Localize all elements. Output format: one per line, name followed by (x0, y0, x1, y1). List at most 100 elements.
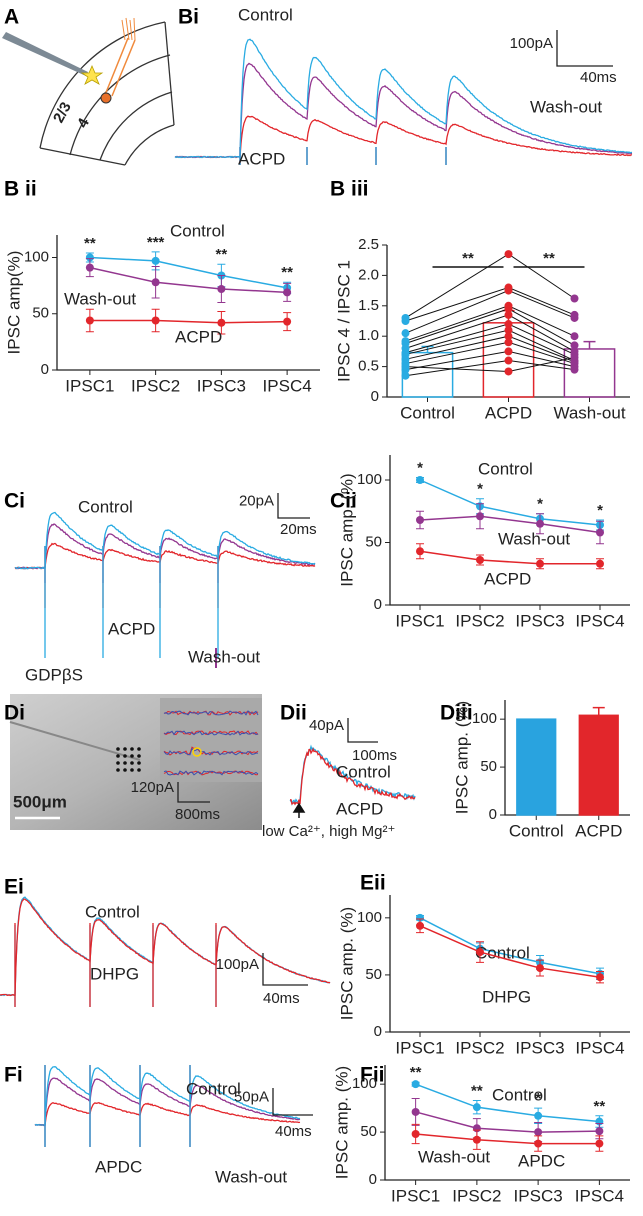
electrode (111, 39, 136, 97)
trace-label: Control (85, 902, 140, 921)
y-tick-label: 50 (480, 758, 497, 775)
scale-label: 40pA (309, 717, 344, 734)
x-tick-label: IPSC4 (575, 611, 624, 630)
y-axis-label: IPSC amp(%) (4, 251, 23, 355)
inset-trace (163, 710, 259, 716)
point (570, 313, 579, 322)
significance: ** (216, 246, 228, 263)
point (504, 326, 513, 335)
point (411, 1080, 420, 1089)
point (596, 559, 604, 568)
stim-dot (116, 768, 120, 772)
scale-label: 500μm (13, 792, 67, 811)
trace (34, 1066, 301, 1126)
scale-label: 800ms (175, 806, 220, 823)
pair-line (405, 323, 575, 355)
series-label: Wash-out (498, 529, 570, 548)
inset-trace (163, 747, 258, 756)
point (595, 1139, 604, 1148)
y-tick-label: 100 (24, 248, 49, 265)
scale-label: 20pA (239, 492, 274, 509)
condition-label: GDPβS (25, 665, 83, 684)
schematic (2, 17, 175, 166)
scale-bar (272, 1088, 313, 1116)
error-bar (583, 340, 596, 349)
point (570, 341, 579, 350)
stim-dot (137, 747, 141, 751)
point (401, 371, 410, 380)
star (80, 64, 104, 85)
layer-label: 2/3 (50, 99, 75, 125)
trace (290, 747, 416, 806)
trace-label: ACPD (336, 799, 383, 818)
series-line (89, 319, 288, 324)
stim-dot (137, 754, 141, 758)
point (570, 294, 579, 303)
inset-trace (163, 730, 259, 736)
significance: ** (410, 1064, 422, 1081)
stim-dot (130, 754, 134, 758)
series-label: APDC (518, 1151, 565, 1170)
series-line (89, 256, 288, 289)
panel-label: Ei (4, 876, 24, 899)
inset-marker (192, 747, 202, 757)
x-tick-label: IPSC3 (197, 376, 246, 395)
pair-line (405, 356, 575, 372)
point (504, 332, 513, 341)
point (596, 528, 604, 537)
trace-label: Control (336, 762, 391, 781)
scale-label: 40ms (580, 69, 617, 86)
stim-dot (130, 747, 134, 751)
stim-dot (123, 768, 127, 772)
scale-label: 40ms (275, 1123, 312, 1140)
x-tick-label: IPSC1 (395, 611, 444, 630)
layer-label: 4 (74, 115, 93, 131)
y-tick-label: 100 (357, 909, 382, 926)
series-line (415, 1111, 600, 1133)
series-line (419, 515, 601, 534)
stim-dot (116, 754, 120, 758)
trace (174, 38, 633, 159)
scale-label: 40ms (263, 990, 300, 1007)
x-tick-label: IPSC1 (65, 376, 114, 395)
panel-label: A (4, 6, 19, 29)
chart-title: Diii (440, 702, 473, 725)
point (476, 948, 484, 957)
point (411, 1107, 420, 1116)
point (534, 1111, 543, 1120)
chart-title: Fii (360, 1064, 385, 1087)
stim-dot (130, 768, 134, 772)
layer-line (69, 54, 171, 156)
trace (14, 511, 316, 570)
point (416, 476, 424, 484)
x-tick-label: IPSC4 (263, 376, 312, 395)
x-tick-label: Control (509, 821, 564, 840)
point (504, 320, 513, 329)
point (217, 285, 226, 293)
y-tick-label: 0 (489, 806, 497, 823)
significance: ** (462, 250, 474, 267)
scale-bar (177, 782, 210, 803)
trace (34, 1077, 301, 1127)
trace (174, 115, 633, 159)
x-tick-label: ACPD (575, 821, 622, 840)
error-bar (592, 706, 605, 716)
point (534, 1128, 543, 1137)
pair-line (405, 287, 575, 322)
labels: A Bi Ci Di Dii Ei Fi 2/3 4 Control Wash-out ACPD 100… (4, 5, 617, 1186)
arrow (292, 802, 306, 818)
point (504, 250, 513, 259)
series-line (419, 925, 601, 978)
significance: * (535, 1090, 541, 1107)
point (85, 263, 94, 272)
point (504, 338, 513, 347)
point (536, 519, 544, 528)
significance: ** (543, 250, 555, 267)
point (85, 253, 94, 262)
point (411, 1130, 420, 1138)
y-tick-label: 2.5 (358, 236, 379, 253)
inset-trace (163, 770, 259, 776)
point (472, 1135, 481, 1144)
point (570, 332, 579, 341)
significance: * (597, 502, 603, 519)
